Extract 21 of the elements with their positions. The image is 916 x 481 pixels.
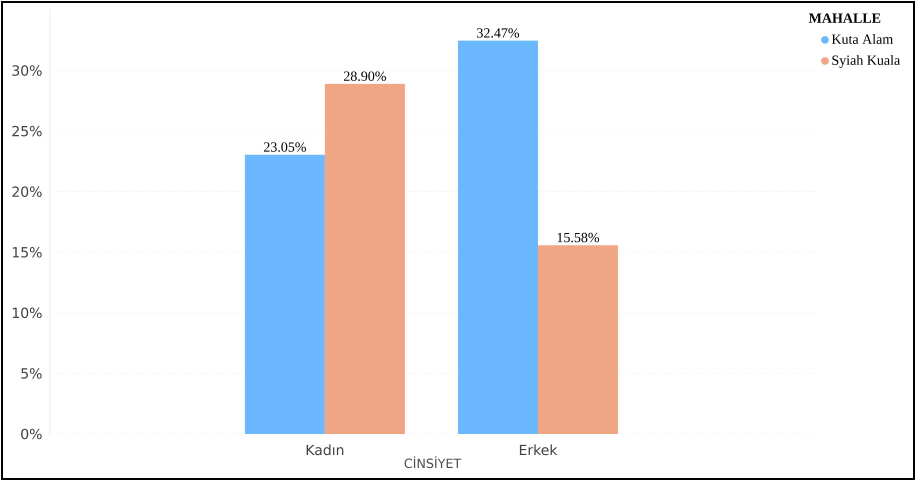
y-tick-label: 20% — [12, 186, 42, 197]
x-tick-label: Erkek — [520, 444, 558, 456]
data-label: 28.90% — [344, 71, 386, 81]
y-tick-label: 10% — [12, 308, 42, 318]
bar — [324, 84, 405, 434]
y-tick-label: 15% — [12, 246, 42, 258]
data-label: 15.58% — [558, 232, 600, 242]
x-tick-label: Kadın — [306, 444, 344, 456]
data-label: 32.47% — [477, 28, 520, 38]
y-tick-label: 5% — [21, 368, 42, 379]
y-tick-label: 25% — [12, 126, 42, 136]
legend-label: Syiah Kuala — [832, 55, 900, 68]
legend-title: MAHALLE — [808, 13, 880, 23]
x-axis-title: CİNSİYET — [404, 456, 462, 468]
bar — [538, 245, 618, 434]
bar — [244, 154, 325, 434]
y-tick-label: 0% — [21, 428, 42, 440]
data-label: 23.05% — [264, 142, 306, 152]
bar — [458, 40, 538, 434]
legend-label: Kuta Alam — [832, 34, 894, 44]
y-tick-label: 30% — [12, 65, 42, 76]
